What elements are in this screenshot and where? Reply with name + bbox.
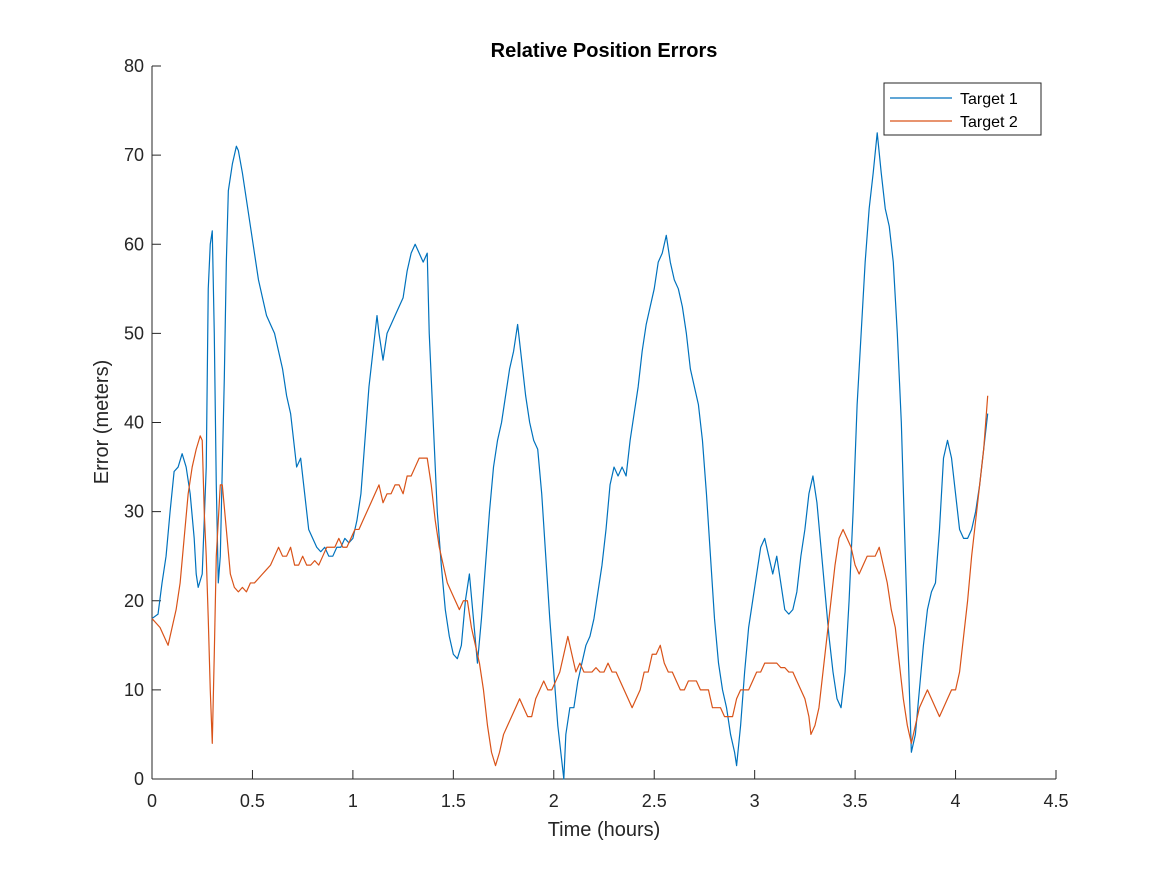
x-tick-label: 2.5 [642, 791, 667, 811]
y-tick-label: 80 [124, 56, 144, 76]
series-line-target-1 [151, 132, 989, 780]
series-line-target-2 [151, 395, 989, 767]
y-tick-label: 20 [124, 591, 144, 611]
series-group [151, 132, 989, 780]
y-tick-label: 40 [124, 413, 144, 433]
legend-label-target-1: Target 1 [960, 91, 1018, 108]
y-ticks: 0 10 20 30 40 50 60 70 80 [124, 56, 161, 789]
x-tick-label: 3 [750, 791, 760, 811]
x-tick-label: 4 [951, 791, 961, 811]
x-tick-label: 0 [147, 791, 157, 811]
x-tick-label: 0.5 [240, 791, 265, 811]
y-tick-label: 10 [124, 680, 144, 700]
legend-label-target-2: Target 2 [960, 114, 1018, 131]
chart-title: Relative Position Errors [491, 40, 718, 62]
x-tick-label: 4.5 [1043, 791, 1068, 811]
y-tick-label: 50 [124, 323, 144, 343]
x-tick-label: 3.5 [843, 791, 868, 811]
y-tick-label: 60 [124, 234, 144, 254]
y-tick-label: 0 [134, 769, 144, 789]
y-tick-label: 70 [124, 145, 144, 165]
x-axis-label: Time (hours) [548, 819, 661, 841]
x-tick-label: 1.5 [441, 791, 466, 811]
y-tick-label: 30 [124, 502, 144, 522]
x-tick-label: 1 [348, 791, 358, 811]
y-axis-label: Error (meters) [91, 360, 113, 484]
x-ticks: 0 0.5 1 1.5 2 2.5 3 3.5 4 4.5 [147, 770, 1069, 811]
legend-box [883, 82, 1042, 136]
x-tick-label: 2 [549, 791, 559, 811]
legend: Target 1 Target 2 [883, 82, 1042, 136]
